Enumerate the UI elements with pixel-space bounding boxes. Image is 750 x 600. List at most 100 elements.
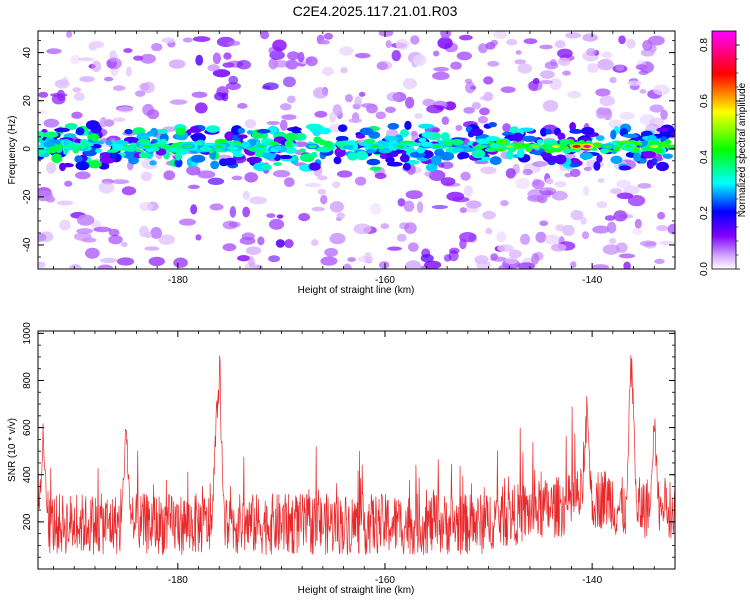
heatmap-cell xyxy=(490,39,499,47)
heatmap-cell xyxy=(348,118,362,124)
heatmap-cell xyxy=(237,255,251,262)
heatmap-cell xyxy=(297,51,305,63)
heatmap-cell xyxy=(75,127,85,136)
heatmap-cell xyxy=(465,200,482,209)
heatmap-cell xyxy=(266,213,276,218)
heatmap-cell xyxy=(111,179,130,185)
heatmap-cell xyxy=(284,132,298,141)
heatmap-cell xyxy=(123,48,133,54)
heatmap-cell xyxy=(355,133,366,139)
heatmap-cell xyxy=(627,80,642,86)
heatmap-cell xyxy=(463,185,474,197)
heatmap-cell xyxy=(366,158,381,166)
heatmap-cell xyxy=(228,75,239,85)
heatmap-cell xyxy=(385,156,395,164)
heatmap-cell xyxy=(615,64,625,72)
heatmap-cell xyxy=(85,120,100,130)
heatmap-cell xyxy=(169,99,188,105)
heatmap-cell xyxy=(128,155,140,165)
heatmap-cell xyxy=(287,51,300,61)
heatmap-cell xyxy=(554,40,566,49)
heatmap-cell xyxy=(519,233,531,245)
heatmap-cell xyxy=(79,76,95,83)
heatmap-cell xyxy=(455,124,463,132)
heatmap-cell xyxy=(550,243,567,252)
heatmap-cell xyxy=(229,206,237,218)
heatmap-cell xyxy=(370,144,379,148)
heatmap-cell xyxy=(147,108,160,120)
heatmap-cell xyxy=(358,91,366,97)
heatmap-cell xyxy=(422,98,436,107)
heatmap-cell xyxy=(197,170,216,179)
heatmap-cell xyxy=(46,48,62,55)
heatmap-cell xyxy=(262,164,272,171)
heatmap-cell xyxy=(355,150,369,161)
heatmap-cell xyxy=(142,144,151,148)
colorbar-gradient xyxy=(711,30,737,270)
heatmap-cell xyxy=(112,143,124,151)
heatmap-cell xyxy=(140,53,156,64)
heatmap-cell xyxy=(405,96,415,109)
figure-title: C2E4.2025.117.21.01.R03 xyxy=(293,3,458,19)
heatmap-cell xyxy=(190,154,206,163)
heatmap-cell xyxy=(591,264,610,269)
heatmap-cell xyxy=(150,227,163,239)
heatmap-cell xyxy=(583,166,592,171)
heatmap-cell xyxy=(112,85,126,91)
heatmap-cell xyxy=(51,93,66,105)
heatmap-cell xyxy=(592,225,610,234)
heatmap-cell xyxy=(538,187,557,196)
heatmap-cell xyxy=(404,260,422,269)
heatmap-cell xyxy=(311,239,319,247)
heatmap-cell xyxy=(386,161,403,167)
heatmap-cell xyxy=(565,32,582,39)
heatmap-cell xyxy=(278,154,293,160)
heatmap-cell xyxy=(184,144,193,148)
heatmap-cell xyxy=(242,206,251,218)
heatmap-cell xyxy=(347,257,356,262)
heatmap-cell xyxy=(336,212,346,220)
heatmap-cell xyxy=(71,111,83,119)
heatmap-cell xyxy=(536,139,544,145)
heatmap-cell xyxy=(597,58,614,71)
colorbar-tick-label: 0.0 xyxy=(699,262,710,276)
heatmap-cell xyxy=(174,158,183,168)
heatmap-cell xyxy=(539,44,553,50)
heatmap-cell xyxy=(396,233,407,242)
heatmap-cell xyxy=(140,171,152,182)
heatmap-cell xyxy=(421,150,434,159)
heatmap-cell xyxy=(515,178,531,190)
heatmap-cell xyxy=(431,204,449,210)
heatmap-cell xyxy=(554,154,567,165)
heatmap-cell xyxy=(544,61,559,70)
heatmap-cell xyxy=(505,150,514,160)
heatmap-cell xyxy=(420,253,434,263)
heatmap-cell xyxy=(469,128,484,137)
heatmap-cell xyxy=(396,144,405,148)
heatmap-cell xyxy=(312,127,322,137)
heatmap-cell xyxy=(483,76,494,85)
heatmap-cell xyxy=(242,190,250,200)
heatmap-cell xyxy=(279,119,288,131)
heatmap-cell xyxy=(117,106,134,113)
heatmap-cell xyxy=(440,132,450,142)
heatmap-cell xyxy=(144,246,160,251)
heatmap-cell xyxy=(318,147,325,151)
heatmap-cell xyxy=(667,223,675,235)
heatmap-cell xyxy=(502,123,511,133)
heatmap-cell xyxy=(168,59,186,69)
heatmap-cell xyxy=(591,142,604,148)
snr-ticks: -180 -160 -140 200 400 600 800 1000 xyxy=(22,322,676,586)
heatmap-cell xyxy=(504,256,519,265)
heatmap-cell xyxy=(551,190,568,201)
heatmap-cell xyxy=(70,55,81,65)
heatmap-cell xyxy=(354,96,362,107)
heatmap-cell xyxy=(618,35,626,45)
heatmap-cell xyxy=(420,265,430,269)
heatmap-cell xyxy=(157,148,167,156)
heatmap-panel: -180 -160 -140 -40 -20 0 20 40 Height of straig… xyxy=(7,30,676,296)
colorbar-ticks: 0.0 0.2 0.4 0.6 0.8 xyxy=(699,38,740,276)
heatmap-cell xyxy=(608,237,617,245)
heatmap-cell xyxy=(149,160,157,166)
heatmap-cell xyxy=(404,120,412,131)
